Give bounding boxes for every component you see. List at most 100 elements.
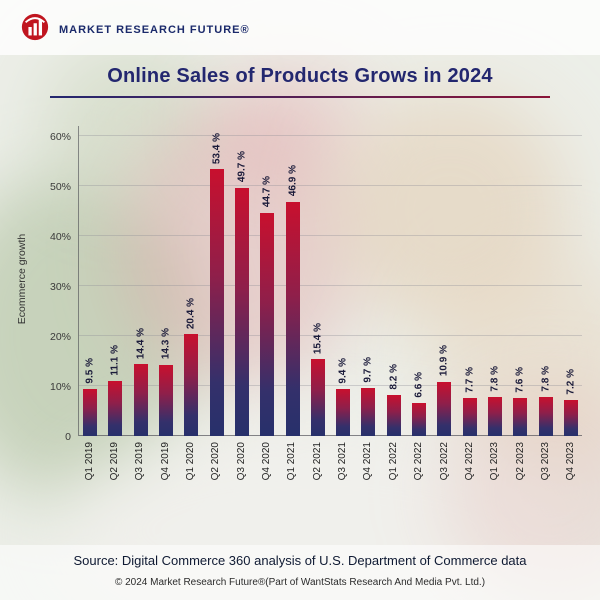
bar-column: 8.2 %: [386, 126, 401, 436]
x-axis-label: Q1 2021: [286, 442, 298, 481]
x-axis-label: Q2 2020: [210, 442, 222, 481]
bar: [285, 201, 300, 436]
x-label-cell: Q1 2022: [386, 442, 400, 498]
bar: [538, 397, 553, 436]
y-tick-label: 60%: [49, 131, 71, 143]
x-axis-label: Q1 2020: [184, 442, 196, 481]
x-label-cell: Q3 2023: [538, 442, 552, 498]
x-axis-label: Q4 2021: [362, 442, 374, 481]
bar: [437, 381, 452, 436]
title-underline: [50, 96, 550, 98]
bar-column: 14.3 %: [158, 126, 173, 436]
x-axis-label: Q3 2019: [134, 442, 146, 481]
bar-column: 49.7 %: [234, 126, 249, 436]
copyright-text: © 2024 Market Research Future®(Part of W…: [114, 577, 486, 588]
bar-value-label: 7.2 %: [565, 369, 577, 395]
x-label-cell: Q2 2020: [209, 442, 223, 498]
bar-column: 15.4 %: [310, 126, 325, 436]
bar-value-label: 14.3 %: [160, 328, 172, 360]
x-axis-label: Q4 2022: [463, 442, 475, 481]
x-axis-labels: Q1 2019 Q2 2019 Q3 2019 Q4 2019 Q1 2020 Q2 20…: [78, 436, 582, 498]
x-label-cell: Q3 2019: [133, 442, 147, 498]
bar-value-label: 11.1 %: [109, 344, 121, 376]
gridline: [79, 285, 582, 286]
x-label-cell: Q2 2021: [310, 442, 324, 498]
bar-column: 7.2 %: [563, 126, 578, 436]
bar-column: 7.8 %: [488, 126, 502, 436]
bar-column: 44.7 %: [260, 126, 275, 436]
bar-column: 20.4 %: [184, 126, 199, 436]
bar-value-label: 9.7 %: [362, 356, 374, 383]
x-label-cell: Q3 2022: [437, 442, 451, 498]
bar-column: 10.9 %: [437, 126, 452, 436]
bar-column: 14.4 %: [133, 126, 148, 436]
x-axis-label: Q2 2022: [413, 442, 425, 481]
x-axis-label: Q1 2023: [489, 442, 501, 481]
title-block: Online Sales of Products Grows in 2024: [0, 55, 600, 98]
bar-column: 11.1 %: [108, 126, 123, 436]
bar-value-label: 15.4 %: [312, 322, 324, 354]
bar: [462, 397, 477, 436]
x-axis-label: Q3 2022: [438, 442, 450, 481]
bar: [513, 398, 528, 436]
x-label-cell: Q1 2021: [285, 442, 299, 498]
bar: [158, 364, 173, 436]
bar-value-label: 9.5 %: [84, 357, 96, 384]
bar: [234, 187, 249, 436]
footer: Source: Digital Commerce 360 analysis of…: [0, 545, 600, 600]
x-label-cell: Q4 2021: [361, 442, 375, 498]
page-title: Online Sales of Products Grows in 2024: [107, 65, 493, 87]
bar-column: 46.9 %: [285, 126, 300, 436]
x-axis-label: Q2 2023: [514, 442, 526, 481]
y-tick-label: 20%: [49, 331, 71, 343]
gridline: [79, 135, 582, 136]
x-label-cell: Q3 2020: [234, 442, 248, 498]
gridline: [79, 185, 582, 186]
bar-value-label: 8.2 %: [388, 364, 400, 390]
x-axis-label: Q3 2023: [539, 442, 551, 481]
x-label-cell: Q2 2019: [107, 442, 121, 498]
mrf-logo-icon: [20, 12, 50, 47]
x-axis-label: Q1 2022: [387, 442, 399, 481]
x-label-cell: Q4 2019: [158, 442, 172, 498]
y-tick-label: 0: [65, 431, 71, 443]
gridline: [79, 435, 582, 436]
bar: [361, 387, 376, 436]
x-label-cell: Q1 2019: [82, 442, 96, 498]
x-label-cell: Q3 2021: [336, 442, 350, 498]
x-label-cell: Q2 2022: [412, 442, 426, 498]
bar-column: 6.6 %: [412, 126, 427, 436]
x-axis-label: Q4 2020: [261, 442, 273, 481]
x-axis-label: Q2 2021: [311, 442, 323, 481]
x-axis-label: Q2 2019: [108, 442, 120, 481]
plot-area: 0 10% 20% 30% 40% 50% 60% 9.5 % 11.1 % 14.4 % 14.3…: [50, 126, 582, 443]
bar-value-label: 53.4 %: [211, 132, 223, 164]
bar: [133, 364, 148, 436]
bar-value-label: 9.4 %: [337, 358, 349, 384]
bar-column: 9.5 %: [83, 126, 97, 436]
gridline: [79, 335, 582, 336]
bar-value-label: 7.8 %: [489, 366, 501, 392]
x-label-cell: Q4 2022: [462, 442, 476, 498]
source-text: Source: Digital Commerce 360 analysis of…: [73, 553, 527, 568]
y-tick-label: 10%: [49, 381, 71, 393]
bar: [412, 403, 427, 436]
x-axis-label: Q3 2020: [235, 442, 247, 481]
gridline: [79, 385, 582, 386]
bar-chart: Ecommerce growth 0 10% 20% 30% 40% 50% 60% 9.5 …: [16, 126, 582, 498]
x-label-cell: Q4 2020: [260, 442, 274, 498]
bar: [260, 212, 275, 436]
bar: [488, 397, 502, 436]
x-axis-label: Q4 2023: [565, 442, 577, 481]
bar-value-label: 7.8 %: [540, 366, 552, 392]
gridline: [79, 235, 582, 236]
background-blur-green-2: [40, 40, 220, 200]
y-tick-label: 30%: [49, 281, 71, 293]
bar-value-label: 46.9 %: [287, 165, 298, 197]
bar-column: 9.4 %: [336, 126, 351, 436]
bar: [83, 388, 97, 436]
bar-value-label: 49.7 %: [236, 151, 248, 183]
y-tick-label: 50%: [49, 181, 71, 193]
